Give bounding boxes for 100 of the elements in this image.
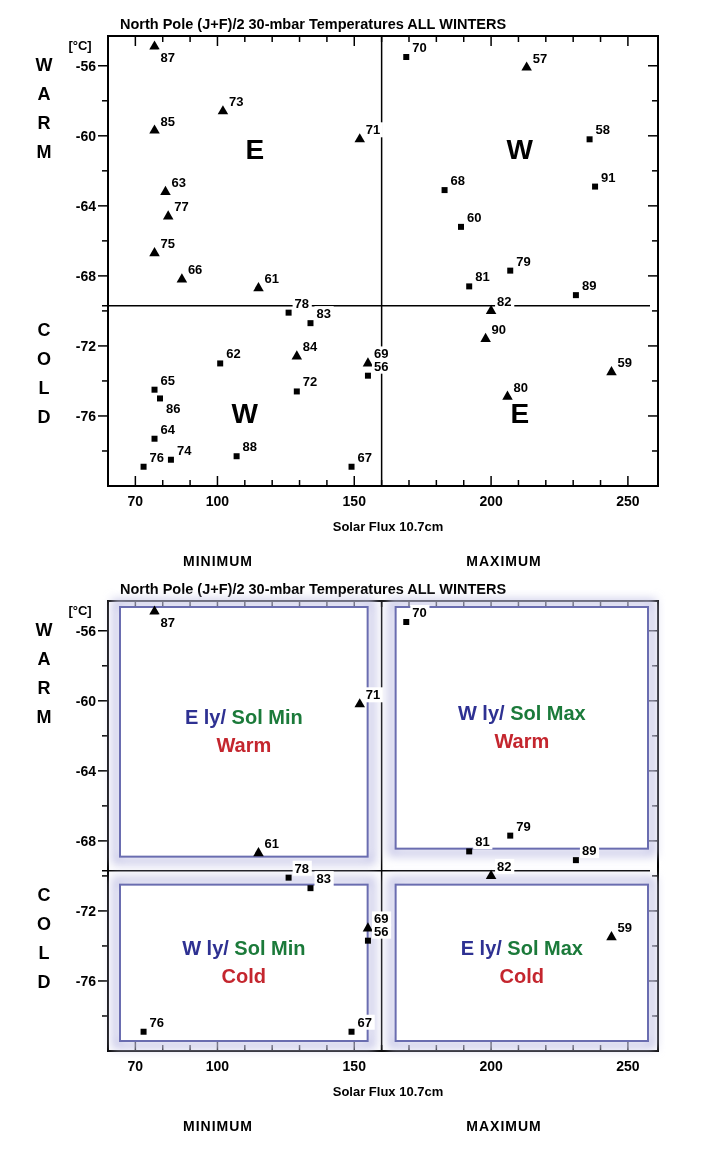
annotation: 84	[302, 339, 319, 355]
x-tick-label: 70	[127, 1058, 144, 1074]
annotation: 81	[475, 834, 490, 850]
annotation: 62	[226, 346, 241, 362]
annotation: 61	[264, 271, 279, 287]
chart-title: North Pole (J+F)/2 30-mbar Temperatures ALL WINTERS	[120, 581, 507, 597]
x-tick-label: 250	[616, 493, 640, 509]
chart-title: North Pole (J+F)/2 30-mbar Temperatures ALL WINTERS	[120, 16, 507, 32]
y-axis-title: [°C]	[68, 38, 92, 53]
annotation: Sol Max	[501, 936, 583, 959]
y-tick-label: -72	[75, 337, 97, 354]
y-tick-label: -60	[75, 127, 97, 144]
annotation: 60	[466, 209, 482, 225]
annotation: 68	[450, 173, 466, 189]
annotation: 65	[160, 372, 175, 388]
annotation: 70	[412, 40, 427, 56]
annotation: E	[510, 398, 530, 430]
y-tick-label: -68	[75, 832, 97, 849]
annotation: 61	[264, 836, 279, 852]
x-axis-title: Solar Flux 10.7cm	[332, 519, 444, 534]
annotation: 71	[365, 687, 381, 703]
annotation: 76	[149, 449, 165, 465]
annotation: 57	[532, 50, 548, 66]
text: MAXIMUM	[466, 1118, 542, 1134]
y-tick-label: -76	[75, 972, 97, 989]
annotation: 89	[581, 843, 597, 859]
annotation: 82	[497, 293, 512, 309]
y-tick-label: -60	[75, 692, 97, 709]
annotation: 85	[160, 113, 175, 129]
annotation: 69	[373, 911, 389, 927]
y-tick-label: -64	[75, 197, 97, 214]
annotation: Sol Min	[226, 705, 303, 728]
annotation: 69	[373, 346, 389, 362]
annotation: 91	[601, 169, 616, 185]
annotation: 79	[516, 253, 531, 269]
x-axis-title: Solar Flux 10.7cm	[332, 1084, 444, 1099]
y-tick-label: -56	[75, 57, 97, 74]
annotation: Warm	[494, 729, 550, 752]
y-tick-label: -72	[75, 902, 97, 919]
annotation: W ly/	[457, 701, 506, 724]
annotation: 82	[497, 858, 512, 874]
annotation: 79	[516, 818, 531, 834]
annotation: 66	[187, 262, 203, 278]
y-tick-label: -68	[75, 267, 97, 284]
annotation: 71	[365, 122, 381, 138]
text: COLD	[36, 885, 52, 992]
x-tick-label: 70	[127, 493, 144, 509]
text: MINIMUM	[183, 553, 253, 569]
annotation: 56	[373, 358, 389, 374]
annotation: 78	[294, 295, 310, 311]
text: MAXIMUM	[466, 553, 542, 569]
annotation: 75	[160, 236, 175, 252]
annotation: 72	[302, 374, 318, 390]
annotation: 78	[294, 860, 310, 876]
text: COLD	[36, 320, 52, 427]
x-tick-label: 100	[205, 493, 230, 509]
annotation: 63	[171, 174, 186, 190]
text: WARM	[35, 620, 53, 727]
x-tick-label: 250	[616, 1058, 640, 1074]
annotation: W	[506, 133, 534, 165]
annotation: Sol Min	[228, 936, 306, 959]
y-tick-label: -76	[75, 407, 97, 424]
annotation: 88	[242, 439, 258, 455]
y-axis-title: [°C]	[68, 603, 92, 618]
annotation: 67	[357, 1014, 372, 1030]
annotation: 83	[316, 871, 331, 887]
annotation: 76	[149, 1014, 165, 1030]
annotation: Cold	[221, 964, 267, 987]
annotation: 87	[160, 614, 175, 630]
annotation: E ly/	[460, 936, 503, 959]
annotation: E ly/	[184, 705, 227, 728]
annotation: 58	[595, 122, 611, 138]
annotation: Sol Max	[504, 701, 586, 724]
annotation: W ly/	[182, 936, 230, 959]
annotation: 73	[228, 94, 244, 110]
x-tick-label: 150	[342, 493, 367, 509]
annotation: 86	[165, 401, 181, 417]
annotation: 64	[160, 421, 176, 437]
annotation: 89	[581, 278, 597, 294]
annotation: 59	[617, 355, 632, 371]
annotation: 83	[316, 306, 331, 322]
y-tick-label: -56	[75, 622, 97, 639]
annotation: 67	[357, 449, 372, 465]
x-tick-label: 150	[342, 1058, 367, 1074]
annotation: 77	[174, 199, 189, 215]
annotation: 74	[176, 442, 193, 458]
text: MINIMUM	[183, 1118, 253, 1134]
annotation: 81	[475, 269, 490, 285]
annotation: W	[231, 398, 259, 430]
annotation: 70	[412, 605, 427, 621]
annotation: 59	[617, 920, 632, 936]
x-tick-label: 200	[479, 1058, 503, 1074]
annotation: Warm	[216, 733, 272, 756]
annotation: Cold	[499, 964, 545, 987]
text: WARM	[35, 55, 53, 162]
annotation: 87	[160, 49, 175, 65]
annotation: 80	[513, 379, 528, 395]
annotation: E	[245, 133, 265, 165]
x-tick-label: 200	[479, 493, 503, 509]
x-tick-label: 100	[205, 1058, 230, 1074]
